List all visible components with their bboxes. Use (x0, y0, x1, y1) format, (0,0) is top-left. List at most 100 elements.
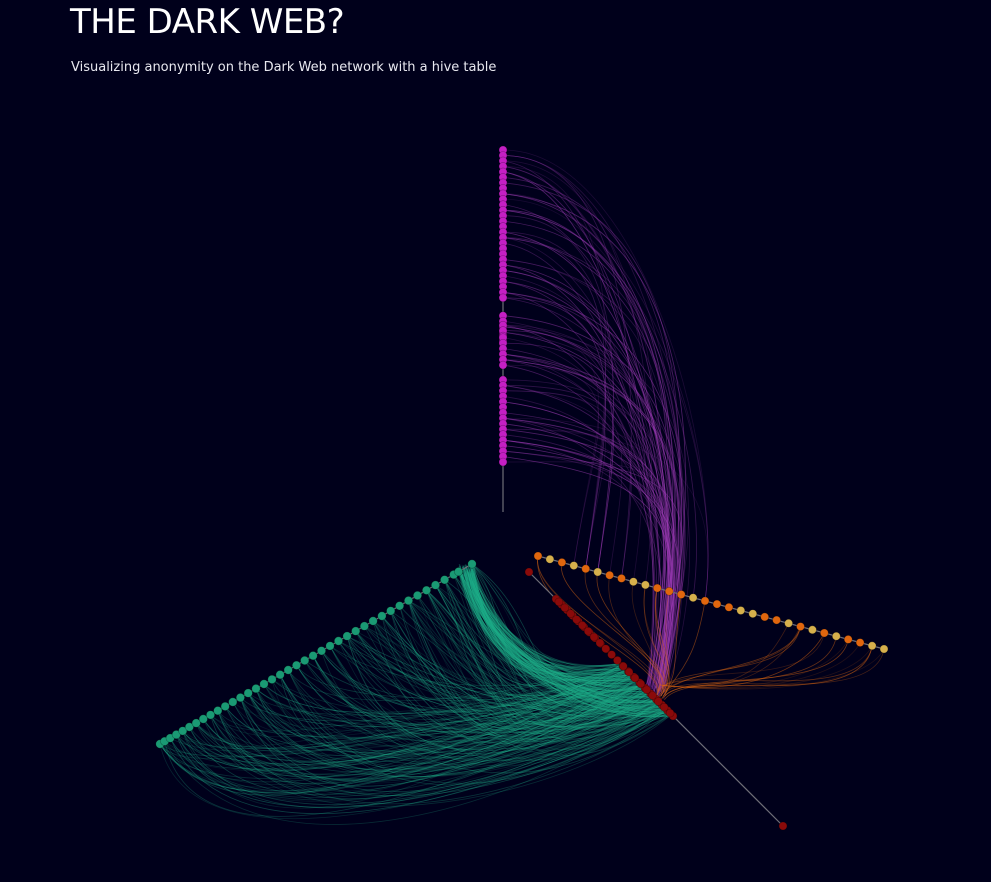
green-link (372, 620, 636, 710)
green-link (263, 673, 632, 747)
green-link (465, 566, 657, 701)
green-link (461, 565, 666, 710)
orange-link (643, 584, 670, 696)
green-link (312, 655, 664, 740)
green-link (459, 566, 654, 699)
green-link (247, 679, 638, 716)
red-node (636, 679, 646, 689)
green-link (469, 571, 673, 718)
magenta-link (502, 209, 709, 601)
green-link (247, 692, 661, 758)
green-link (189, 684, 642, 795)
magenta-link (502, 434, 670, 690)
orange-link (659, 626, 801, 688)
green-link (390, 610, 640, 729)
green-link (458, 570, 635, 681)
red-node (607, 650, 616, 659)
green-link (470, 565, 646, 691)
green-link (279, 669, 628, 759)
green-link (462, 565, 645, 691)
magenta-link (502, 326, 683, 697)
green-link (471, 569, 629, 674)
green-link (471, 565, 673, 718)
green-link (408, 600, 647, 745)
green-link (338, 640, 671, 728)
green-link (417, 595, 640, 691)
magenta-link (502, 401, 674, 684)
green-link (329, 645, 641, 755)
orange-link (537, 555, 660, 693)
orange-link (659, 632, 825, 688)
orange-link (643, 584, 665, 700)
green-link (355, 630, 626, 690)
green-link (296, 665, 624, 725)
green-link (329, 645, 637, 752)
orange-node (700, 596, 710, 606)
green-link (159, 674, 633, 794)
green-link (195, 665, 624, 766)
green-link (195, 701, 660, 764)
green-link (408, 600, 645, 698)
green-link (224, 706, 668, 797)
orange-link (659, 626, 801, 698)
green-link (279, 674, 637, 770)
gold-node (545, 554, 555, 564)
magenta-link (502, 342, 614, 573)
green-link (459, 571, 638, 684)
green-link (435, 584, 642, 725)
green-link (232, 697, 656, 732)
green-link (159, 676, 634, 760)
green-link (466, 569, 653, 698)
green-link (444, 579, 657, 728)
orange-link (596, 571, 665, 697)
magenta-link (502, 324, 689, 683)
green-link (469, 565, 672, 716)
red-node (524, 567, 534, 577)
magenta-link (502, 193, 675, 699)
green-link (399, 605, 661, 710)
green-link (263, 664, 622, 752)
green-link (469, 564, 622, 667)
gold-node (736, 606, 746, 615)
green-link (471, 566, 667, 712)
green-link (287, 669, 649, 742)
magenta-link (502, 439, 672, 687)
magenta-link (502, 237, 659, 688)
green-link (321, 650, 630, 701)
green-link (469, 571, 643, 688)
green-link (467, 570, 643, 687)
orange-link (659, 632, 825, 688)
green-link (464, 567, 629, 676)
magenta-link (502, 281, 667, 694)
magenta-link (502, 390, 607, 569)
magenta-link (502, 204, 670, 681)
green-link (240, 679, 638, 787)
red-node (654, 697, 663, 706)
green-link (408, 600, 664, 713)
green-link (435, 584, 622, 709)
green-link (240, 677, 635, 739)
magenta-link (502, 401, 675, 694)
green-link (364, 625, 643, 718)
green-link (468, 571, 630, 675)
magenta-link (502, 439, 674, 687)
green-node (359, 621, 369, 631)
green-link (408, 600, 631, 730)
green-link (279, 671, 629, 764)
red-node (583, 626, 593, 636)
green-link (372, 620, 629, 686)
green-link (175, 668, 627, 792)
gold-node (808, 625, 817, 635)
green-link (426, 590, 629, 730)
green-link (255, 688, 664, 759)
red-node (595, 638, 605, 648)
green-link (217, 701, 659, 797)
green-link (176, 668, 626, 748)
green-node (377, 611, 387, 621)
green-link (159, 707, 665, 820)
green-link (469, 571, 636, 682)
magenta-link (502, 461, 675, 592)
magenta-link (502, 193, 709, 601)
green-link (469, 573, 659, 703)
green-link (217, 708, 666, 794)
